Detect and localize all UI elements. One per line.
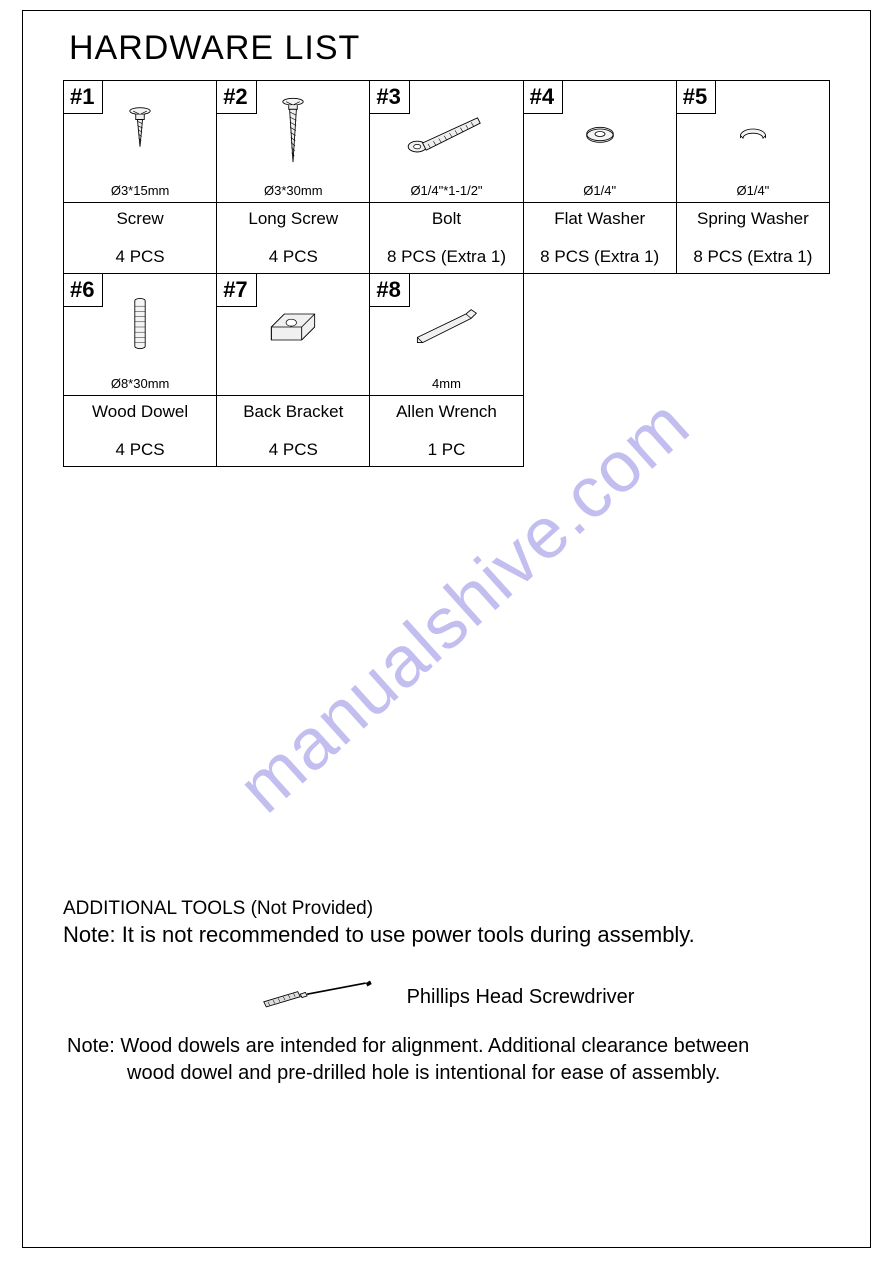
item-tag: #1 xyxy=(63,80,103,114)
item-qty: 4 PCS xyxy=(269,229,318,273)
hardware-item-7: #7 Back Bracket 4 PCS xyxy=(217,274,370,467)
item-size: Ø1/4" xyxy=(524,181,676,203)
item-size xyxy=(217,374,369,396)
hardware-item-1: #1 Ø3*15mm Screw 4 PCS xyxy=(64,81,217,274)
item-size: Ø1/4" xyxy=(677,181,829,203)
note-dowels-line2: wood dowel and pre-drilled hole is inten… xyxy=(67,1060,830,1087)
hardware-item-6: #6 Ø8*30mm Wood Dowel 4 PCS xyxy=(64,274,217,467)
item-tag: #8 xyxy=(369,273,409,307)
item-name: Flat Washer xyxy=(554,203,645,229)
item-qty: 4 PCS xyxy=(269,422,318,466)
item-size: Ø8*30mm xyxy=(64,374,216,396)
tool-label: Phillips Head Screwdriver xyxy=(407,986,635,1009)
hardware-item-3: #3 Ø1/4"*1-1/2" Bolt 8 PCS (Extra 1) xyxy=(370,81,523,274)
item-size: Ø1/4"*1-1/2" xyxy=(370,181,522,203)
item-size: 4mm xyxy=(370,374,522,396)
item-qty: 8 PCS (Extra 1) xyxy=(387,229,506,273)
note-power-tools: Note: It is not recommended to use power… xyxy=(63,922,830,948)
empty-cell xyxy=(677,274,830,467)
item-name: Screw xyxy=(116,203,163,229)
item-tag: #3 xyxy=(369,80,409,114)
item-name: Long Screw xyxy=(248,203,338,229)
hardware-item-5: #5 Ø1/4" Spring Washer 8 PCS (Extra 1) xyxy=(677,81,830,274)
item-tag: #7 xyxy=(216,273,256,307)
hardware-item-2: #2 Ø3*30mm Long Screw 4 PCS xyxy=(217,81,370,274)
item-qty: 8 PCS (Extra 1) xyxy=(693,229,812,273)
hardware-grid-row1: #1 Ø3*15mm Screw 4 PCS #2 xyxy=(63,80,830,274)
additional-tools-section: ADDITIONAL TOOLS (Not Provided) Note: It… xyxy=(63,898,830,1087)
additional-tools-header: ADDITIONAL TOOLS (Not Provided) xyxy=(63,898,830,920)
item-size: Ø3*15mm xyxy=(64,181,216,203)
empty-cell xyxy=(524,274,677,467)
screwdriver-icon xyxy=(259,978,379,1017)
page-border: HARDWARE LIST #1 Ø3*15mm Screw 4 PCS #2 xyxy=(22,10,871,1248)
item-qty: 1 PC xyxy=(428,422,466,466)
item-qty: 4 PCS xyxy=(116,229,165,273)
item-qty: 8 PCS (Extra 1) xyxy=(540,229,659,273)
item-name: Wood Dowel xyxy=(92,396,188,422)
item-name: Bolt xyxy=(432,203,461,229)
item-name: Allen Wrench xyxy=(396,396,497,422)
item-tag: #6 xyxy=(63,273,103,307)
hardware-item-8: #8 4mm Allen Wrench 1 PC xyxy=(370,274,523,467)
item-name: Back Bracket xyxy=(243,396,343,422)
item-tag: #4 xyxy=(523,80,563,114)
item-qty: 4 PCS xyxy=(116,422,165,466)
item-tag: #2 xyxy=(216,80,256,114)
note-dowels: Note: Wood dowels are intended for align… xyxy=(63,1033,830,1087)
hardware-item-4: #4 Ø1/4" Flat Washer 8 PCS (Extra 1) xyxy=(524,81,677,274)
item-name: Spring Washer xyxy=(697,203,809,229)
item-size: Ø3*30mm xyxy=(217,181,369,203)
tool-row: Phillips Head Screwdriver xyxy=(63,978,830,1017)
page-title: HARDWARE LIST xyxy=(69,29,830,68)
hardware-grid-row2: #6 Ø8*30mm Wood Dowel 4 PCS #7 xyxy=(63,274,830,467)
item-tag: #5 xyxy=(676,80,716,114)
note-dowels-line1: Note: Wood dowels are intended for align… xyxy=(67,1035,749,1057)
